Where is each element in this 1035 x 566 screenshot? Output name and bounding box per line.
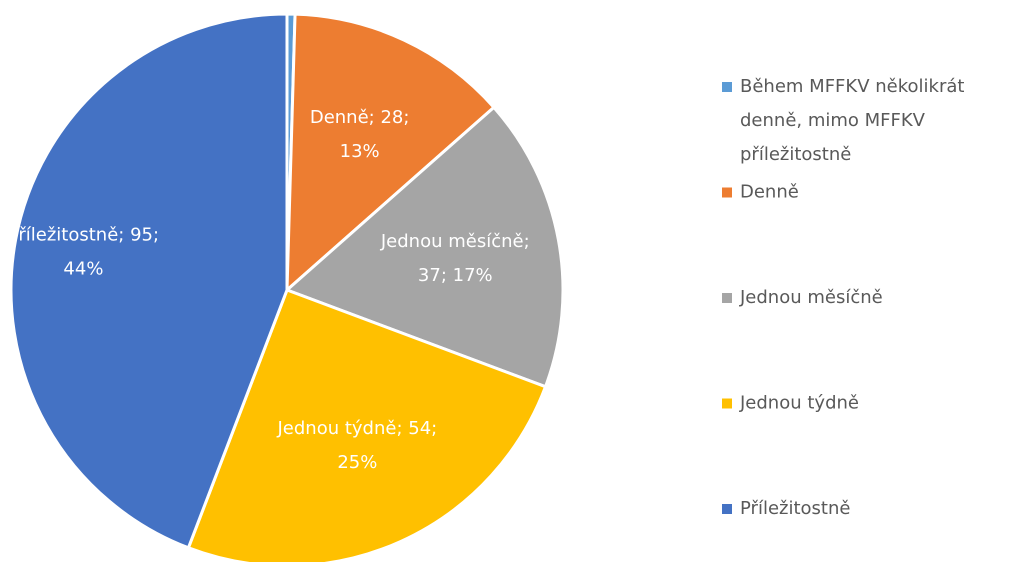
- legend-swatch: [722, 293, 732, 303]
- pie-slice: [9, 12, 289, 550]
- pie-slice: [285, 12, 497, 294]
- legend-label: Příležitostně: [740, 498, 850, 519]
- data-label: Příležitostně; 95; 44%: [8, 224, 159, 279]
- legend-swatch: [722, 187, 732, 198]
- legend-label: Denně: [740, 182, 799, 203]
- legend-label: Jednou týdně: [739, 393, 859, 414]
- data-label: Denně; 28; 13%: [310, 107, 410, 162]
- pie-slice: [284, 105, 565, 389]
- legend-label: Jednou měsíčně: [739, 287, 883, 308]
- data-label: Jednou měsíčně; 37; 17%: [380, 231, 530, 286]
- legend-swatch: [722, 398, 732, 409]
- legend-swatch: [722, 82, 732, 92]
- legend-swatch: [722, 504, 732, 514]
- data-label: Jednou týdně; 54; 25%: [276, 418, 437, 473]
- legend-label: Během MFFKV několikrát denně, mimo MFFKV p…: [740, 76, 964, 165]
